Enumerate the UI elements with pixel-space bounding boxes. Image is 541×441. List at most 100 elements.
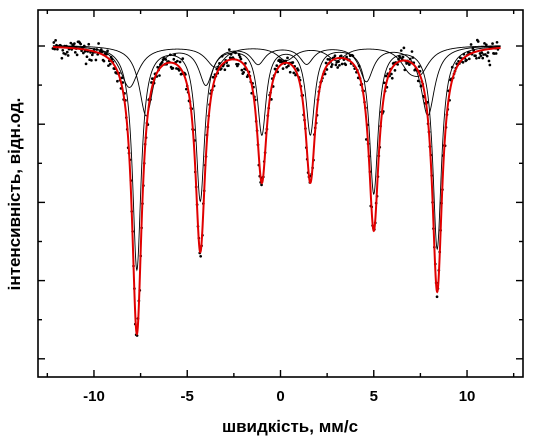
data-point bbox=[477, 56, 481, 60]
data-point bbox=[416, 79, 420, 83]
subspectrum-line-3 bbox=[52, 45, 501, 88]
data-point bbox=[339, 54, 343, 58]
data-point bbox=[61, 48, 65, 52]
data-point bbox=[229, 53, 233, 56]
data-point bbox=[484, 43, 488, 47]
data-point bbox=[281, 67, 285, 70]
data-point bbox=[401, 55, 405, 59]
data-point bbox=[287, 64, 290, 68]
y-axis-label: інтенсивність, відн.од. bbox=[5, 98, 24, 291]
data-point bbox=[286, 56, 289, 60]
data-point bbox=[399, 49, 403, 52]
data-point bbox=[382, 81, 386, 85]
data-point bbox=[65, 50, 69, 54]
data-point bbox=[99, 48, 103, 51]
x-tick-label: -10 bbox=[83, 388, 105, 405]
data-point bbox=[90, 59, 93, 62]
data-point bbox=[357, 64, 361, 68]
data-point bbox=[345, 55, 348, 59]
data-point bbox=[284, 59, 288, 63]
data-point bbox=[408, 57, 412, 61]
data-point bbox=[242, 71, 245, 74]
data-point bbox=[173, 53, 177, 57]
data-point bbox=[461, 60, 465, 64]
data-point bbox=[486, 51, 490, 54]
data-point bbox=[172, 57, 176, 61]
data-point bbox=[296, 68, 300, 72]
data-point bbox=[73, 50, 77, 54]
data-point bbox=[240, 68, 244, 72]
data-point bbox=[402, 46, 406, 50]
data-point bbox=[344, 63, 348, 67]
data-point bbox=[87, 42, 91, 46]
data-point bbox=[199, 254, 203, 258]
data-point bbox=[223, 68, 227, 72]
data-point bbox=[181, 57, 185, 60]
subspectrum-line-1 bbox=[52, 45, 501, 272]
data-point bbox=[107, 64, 110, 68]
data-point bbox=[64, 52, 67, 56]
data-point bbox=[211, 75, 215, 79]
data-point bbox=[56, 47, 59, 51]
data-point bbox=[465, 58, 468, 62]
data-point bbox=[351, 54, 355, 58]
data-point bbox=[92, 48, 96, 51]
data-point bbox=[419, 84, 423, 88]
data-point bbox=[60, 56, 64, 60]
data-point bbox=[82, 51, 85, 55]
data-point bbox=[275, 64, 279, 67]
axis-ticks bbox=[38, 10, 523, 377]
data-point bbox=[97, 42, 100, 45]
data-point bbox=[323, 72, 327, 76]
data-point bbox=[237, 53, 241, 57]
data-point bbox=[106, 49, 109, 53]
data-point bbox=[411, 56, 415, 59]
data-point bbox=[330, 65, 333, 69]
data-point bbox=[407, 63, 411, 66]
data-point bbox=[390, 76, 394, 80]
data-point bbox=[102, 59, 106, 63]
data-point bbox=[491, 42, 494, 45]
data-point bbox=[417, 65, 421, 68]
data-point bbox=[484, 53, 487, 56]
data-point bbox=[66, 54, 70, 57]
data-point bbox=[481, 56, 485, 60]
data-point bbox=[108, 62, 112, 66]
data-point bbox=[84, 62, 88, 66]
data-point bbox=[480, 51, 484, 54]
data-point bbox=[53, 47, 57, 51]
data-point bbox=[220, 54, 224, 58]
data-point bbox=[73, 42, 76, 45]
subspectra-lines bbox=[52, 45, 501, 272]
data-point bbox=[239, 57, 243, 61]
data-point bbox=[494, 52, 498, 55]
data-point bbox=[330, 63, 334, 66]
x-tick-labels: -10 -5 0 5 10 bbox=[83, 388, 475, 405]
data-point bbox=[236, 62, 240, 66]
data-point bbox=[467, 57, 471, 61]
data-point bbox=[403, 68, 407, 72]
data-point bbox=[397, 58, 400, 61]
data-point bbox=[90, 53, 94, 57]
x-tick-label: 10 bbox=[459, 388, 476, 405]
data-point bbox=[95, 48, 99, 51]
data-point bbox=[450, 65, 454, 69]
data-point bbox=[337, 60, 340, 63]
data-point bbox=[338, 63, 341, 67]
data-point bbox=[291, 61, 295, 64]
data-point bbox=[476, 40, 480, 43]
data-point bbox=[495, 40, 499, 44]
data-point bbox=[116, 79, 119, 83]
data-point bbox=[105, 52, 108, 56]
data-point bbox=[334, 63, 338, 67]
x-tick-label: -5 bbox=[181, 388, 194, 405]
data-point bbox=[488, 63, 492, 67]
data-point bbox=[234, 51, 237, 55]
data-point bbox=[156, 65, 160, 69]
data-point bbox=[177, 69, 181, 72]
data-point bbox=[462, 52, 466, 56]
data-point bbox=[336, 66, 340, 69]
data-point bbox=[82, 44, 86, 48]
x-tick-label: 5 bbox=[370, 388, 378, 405]
